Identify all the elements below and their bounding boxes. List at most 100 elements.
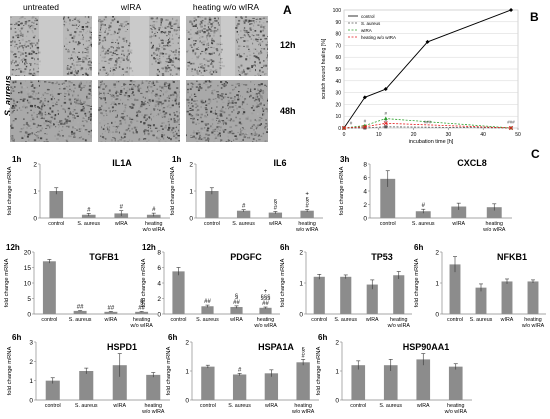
micro-cell-speck (143, 102, 145, 104)
micro-cell-speck (158, 70, 160, 73)
category-label: heating (145, 403, 162, 409)
micro-cell-speck (55, 121, 58, 123)
category-label: heating (524, 317, 541, 323)
micro-cell-speck (88, 133, 90, 136)
micro-cell-speck (214, 113, 218, 115)
micro-cell-speck (105, 71, 108, 73)
micro-cell-speck (31, 129, 34, 131)
micro-cell-speck (73, 136, 76, 138)
micro-cell-speck (160, 24, 162, 27)
micro-cell-speck (77, 70, 79, 73)
micro-cell-speck (208, 140, 210, 142)
micro-cell-speck (252, 42, 254, 45)
micro-cell-speck (223, 130, 225, 133)
micro-cell-speck (169, 21, 172, 24)
micro-cell-speck (90, 27, 92, 29)
micro-cell-speck (222, 101, 225, 103)
micro-cell-speck (115, 116, 118, 118)
micro-cell-speck (149, 124, 152, 127)
micro-cell-speck (211, 60, 215, 62)
micro-cell-speck (175, 67, 178, 69)
category-label: wIRA (105, 317, 118, 323)
micro-cell-speck (86, 104, 88, 106)
micro-cell-speck (117, 59, 120, 61)
micro-cell-speck (171, 38, 174, 40)
micro-cell-speck (254, 131, 256, 134)
micro-cell-speck (75, 17, 77, 19)
micro-cell-speck (131, 94, 133, 97)
micro-cell-speck (17, 51, 20, 53)
micro-cell-speck (118, 36, 120, 38)
micro-cell-speck (240, 141, 243, 142)
micro-cell-speck (133, 119, 136, 121)
category-label: w/o wIRA (292, 409, 315, 415)
micro-cell-speck (243, 69, 245, 71)
micro-cell-speck (91, 17, 92, 19)
micro-cell-speck (165, 66, 168, 68)
micro-cell-speck (79, 64, 81, 66)
micro-cell-speck (99, 31, 102, 33)
micro-cell-speck (112, 72, 115, 75)
micro-cell-speck (98, 43, 100, 45)
micro-cell-speck (69, 32, 72, 35)
micro-cell-speck (103, 56, 106, 59)
micro-cell-speck (61, 84, 64, 87)
micro-cell-speck (34, 58, 35, 61)
micro-cell-speck (252, 109, 255, 112)
micro-cell-speck (149, 101, 151, 103)
micro-cell-speck (111, 41, 114, 44)
micro-cell-speck (67, 16, 70, 19)
micro-cell-speck (169, 61, 172, 63)
micro-cell-speck (21, 53, 24, 55)
micro-cell-speck (104, 104, 106, 107)
micro-cell-speck (189, 107, 192, 109)
micro-cell-speck (260, 83, 263, 86)
micro-cell-speck (163, 115, 166, 118)
micro-cell-speck (63, 87, 66, 90)
micro-cell-speck (239, 45, 242, 47)
micro-cell-speck (109, 94, 111, 95)
micro-cell-speck (19, 30, 22, 32)
micro-cell-speck (11, 111, 13, 114)
micro-cell-speck (84, 72, 87, 74)
micro-cell-speck (105, 102, 107, 104)
micro-cell-speck (250, 23, 253, 25)
micro-cell-speck (127, 99, 129, 101)
micro-cell-speck (211, 131, 214, 134)
micro-cell-speck (207, 44, 210, 46)
micro-cell-speck (23, 25, 25, 26)
micro-cell-speck (160, 38, 163, 41)
micro-cell-speck (213, 30, 215, 32)
micro-cell-speck (236, 31, 238, 33)
micro-cell-speck (161, 52, 165, 55)
micro-cell-speck (199, 40, 201, 42)
micro-cell-speck (231, 84, 234, 86)
micro-cell-speck (237, 38, 240, 41)
category-label: S. aureus (334, 317, 357, 323)
micro-cell-speck (91, 45, 92, 48)
micro-cell-speck (115, 67, 117, 69)
micro-cell-speck (34, 28, 37, 30)
micro-cell-speck (82, 34, 84, 36)
micro-cell-speck (249, 95, 251, 98)
y-axis-label: scratch wound healing [%] (321, 38, 327, 99)
micro-cell-speck (178, 53, 180, 56)
micro-cell-speck (200, 29, 202, 31)
micro-cell-speck (89, 105, 91, 107)
gene-title: IL1A (112, 158, 132, 168)
micro-cell-speck (175, 127, 176, 128)
micro-cell-speck (153, 52, 155, 54)
micro-cell-speck (20, 54, 22, 57)
micro-cell-speck (35, 132, 37, 133)
micro-cell-speck (240, 95, 241, 97)
micro-cell-speck (169, 50, 172, 51)
micro-cell-speck (177, 67, 180, 70)
micro-cell-speck (35, 133, 38, 136)
micro-cell-speck (227, 119, 230, 121)
micro-cell-speck (75, 41, 77, 44)
micro-cell-speck (21, 33, 24, 36)
micro-cell-speck (258, 74, 261, 76)
micro-cell-speck (137, 84, 140, 87)
micro-cell-speck (89, 36, 92, 39)
micro-cell-speck (52, 105, 55, 107)
